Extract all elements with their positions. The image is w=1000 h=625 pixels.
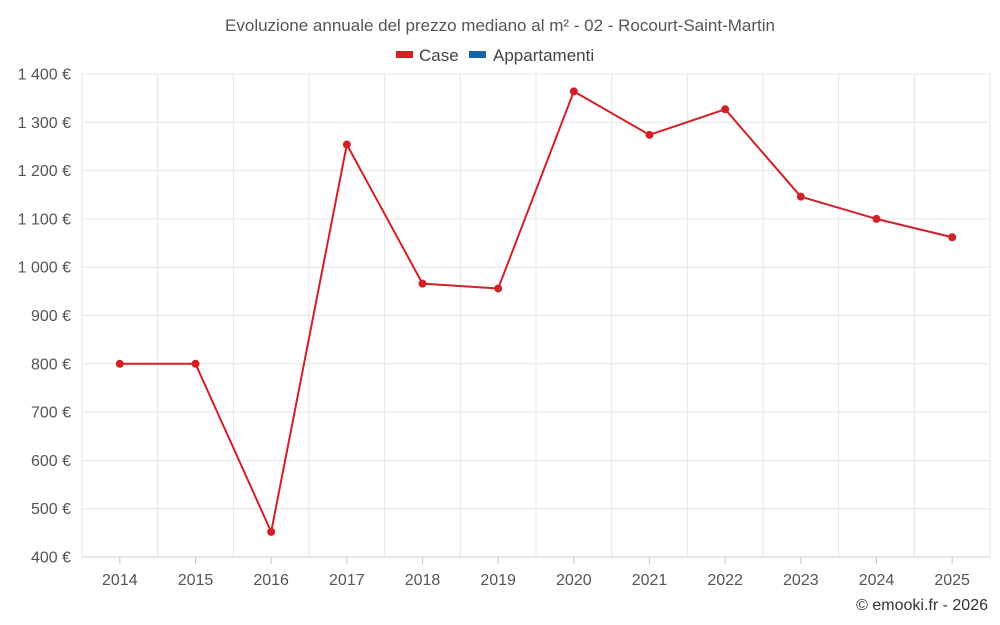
y-tick-label: 400 € [31,550,71,567]
x-tick-label: 2025 [934,572,970,589]
data-point[interactable] [872,214,881,223]
x-tick-label: 2018 [405,572,441,589]
data-point[interactable] [645,130,654,139]
legend: Case Appartamenti [396,46,594,65]
y-tick-label: 600 € [31,453,71,470]
data-point[interactable] [494,284,503,293]
series-lines [119,90,953,533]
x-tick-label: 2020 [556,572,592,589]
y-tick-label: 800 € [31,356,71,373]
y-axis: 400 € 500 € 600 € 700 € 800 € 900 € 1 000 € 1 1… [18,67,71,567]
x-tick-label: 2016 [253,572,289,589]
legend-swatch-case [396,51,413,58]
x-tick-label: 2021 [632,572,668,589]
data-point[interactable] [796,192,805,201]
y-tick-label: 1 400 € [18,67,71,84]
credit-text: © emooki.fr - 2026 [856,597,988,614]
x-tick-label: 2024 [859,572,895,589]
x-tick-label: 2014 [102,572,138,589]
y-tick-label: 1 000 € [18,260,71,277]
data-point[interactable] [721,105,730,114]
x-tick-label: 2019 [480,572,516,589]
data-point[interactable] [267,527,276,536]
y-tick-label: 1 300 € [18,115,71,132]
x-tick-label: 2023 [783,572,819,589]
x-tick-label: 2022 [707,572,743,589]
legend-item-appartamenti[interactable]: Appartamenti [469,46,594,65]
x-tick-label: 2015 [178,572,214,589]
legend-label-appartamenti: Appartamenti [493,46,594,65]
series-points [115,87,957,536]
data-point[interactable] [191,359,200,368]
data-point[interactable] [948,233,957,242]
data-point[interactable] [342,140,351,149]
legend-swatch-appartamenti [469,51,486,58]
chart-title: Evoluzione annuale del prezzo mediano al… [225,16,775,35]
x-axis: 2014 2015 2016 2017 2018 2019 2020 2021 2022 2023… [82,556,990,589]
legend-label-case: Case [419,46,459,65]
y-tick-label: 1 200 € [18,163,71,180]
x-tick-label: 2017 [329,572,365,589]
legend-item-case[interactable]: Case [396,46,459,65]
series-line-case [119,90,953,533]
data-point[interactable] [569,87,578,96]
data-point[interactable] [418,279,427,288]
y-tick-label: 700 € [31,405,71,422]
y-tick-label: 500 € [31,501,71,518]
y-tick-label: 1 100 € [18,211,71,228]
data-point[interactable] [115,359,124,368]
grid [81,73,991,558]
y-tick-label: 900 € [31,308,71,325]
